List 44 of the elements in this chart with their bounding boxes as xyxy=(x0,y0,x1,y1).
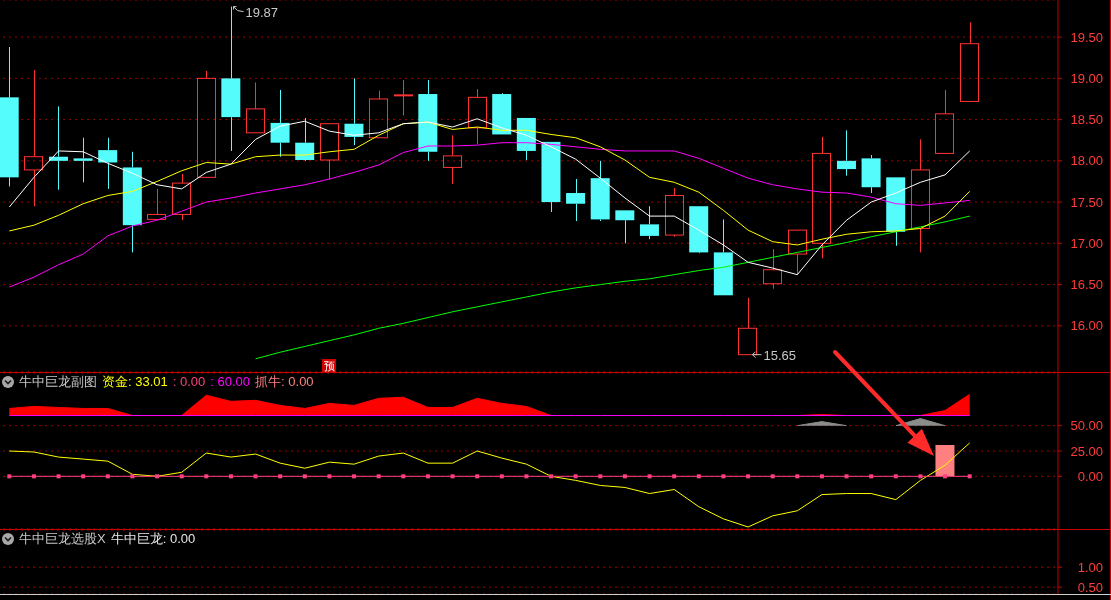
y-tick-label: 16.00 xyxy=(1070,318,1103,334)
y-tick-label: 0.50 xyxy=(1077,579,1103,595)
line-series xyxy=(8,142,971,288)
y-tick-label: 19.00 xyxy=(1070,70,1103,86)
line-series xyxy=(8,442,971,528)
text: 资金: 33.01 xyxy=(102,374,168,389)
candlestick xyxy=(98,137,118,190)
candlestick xyxy=(861,154,881,194)
line-series xyxy=(255,215,971,360)
y-tick-label: 1.00 xyxy=(1077,559,1103,575)
candlestick xyxy=(590,160,610,222)
candlestick xyxy=(73,137,93,183)
y-tick-label: 17.00 xyxy=(1070,235,1103,251)
line-series xyxy=(8,121,971,246)
candlestick xyxy=(24,69,43,207)
annotation: 19.87 xyxy=(245,4,279,20)
text: : 0.00 xyxy=(172,374,206,389)
text: 抓牛: 0.00 xyxy=(255,374,314,389)
candlestick xyxy=(763,248,782,290)
y-tick-label: 17.50 xyxy=(1070,194,1103,210)
y-tick-label: 25.00 xyxy=(1070,443,1103,459)
y-tick-label: 16.50 xyxy=(1070,277,1103,293)
candlestick xyxy=(639,205,659,240)
y-tick-label: 19.50 xyxy=(1070,29,1103,45)
candlestick xyxy=(836,129,856,177)
candlestick xyxy=(0,46,19,187)
candlestick xyxy=(443,134,462,185)
chart-title: 牛中巨龙副图 xyxy=(19,374,97,389)
candlestick xyxy=(394,79,413,116)
candlestick xyxy=(566,178,586,222)
annotation: 15.65 xyxy=(763,347,797,363)
candlestick xyxy=(468,88,487,145)
y-tick-label: 18.50 xyxy=(1070,112,1103,128)
candlestick xyxy=(418,79,438,162)
y-tick-label: 18.00 xyxy=(1070,153,1103,169)
candlestick xyxy=(122,151,142,253)
annotation: 牛中巨龙: 0.00 xyxy=(110,531,196,546)
chart-title: 牛中巨龙选股X xyxy=(19,531,106,546)
candlestick xyxy=(48,105,68,191)
annotation: 预 xyxy=(323,360,335,372)
y-tick-label: 50.00 xyxy=(1070,418,1103,434)
candlestick xyxy=(911,138,930,253)
y-tick-label: 0.00 xyxy=(1077,468,1103,484)
text: : 60.00 xyxy=(210,374,251,389)
